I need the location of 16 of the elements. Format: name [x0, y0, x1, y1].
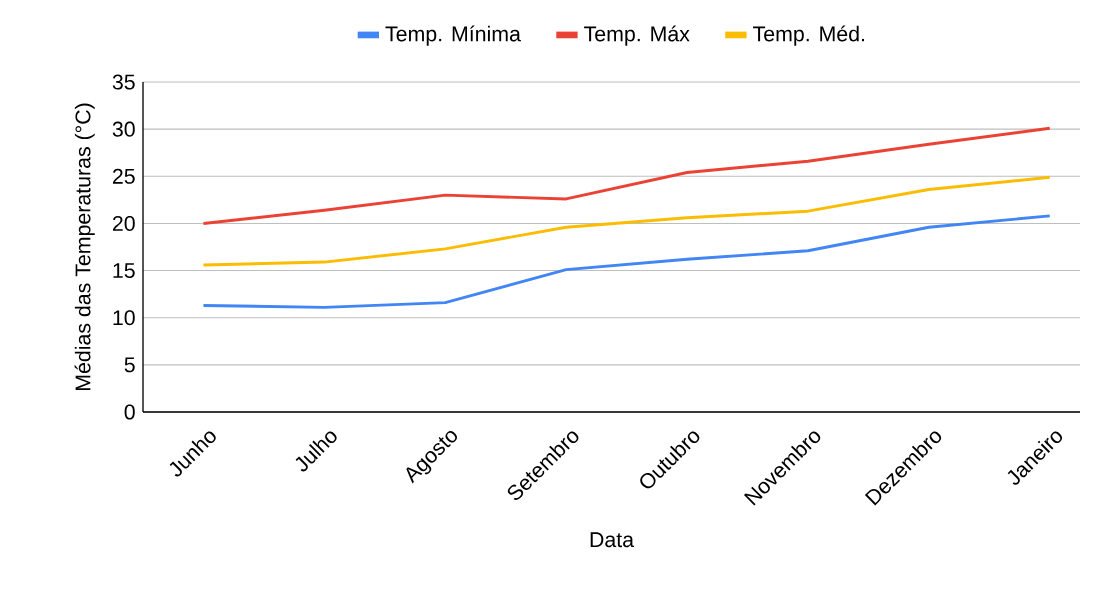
- legend-label: Temp. Mínima: [385, 25, 521, 46]
- y-tick-label: 35: [112, 74, 135, 90]
- line-series: [201, 214, 1052, 309]
- y-tick-label: 5: [124, 357, 135, 373]
- line-series: [201, 175, 1052, 267]
- y-tick-label: 20: [112, 215, 135, 231]
- y-axis-title: Médias das Temperaturas (°C): [74, 103, 95, 390]
- x-axis-title: Data: [590, 532, 635, 548]
- line-series: [201, 126, 1052, 225]
- y-tick-label: 30: [112, 121, 135, 137]
- y-tick-label: 15: [113, 263, 135, 279]
- legend-label: Temp. Máx: [584, 25, 690, 46]
- y-tick-label: 0: [124, 404, 135, 420]
- legend-label: Temp. Méd.: [753, 25, 865, 46]
- y-tick-label: 25: [112, 168, 135, 184]
- y-tick-label: 10: [113, 310, 135, 326]
